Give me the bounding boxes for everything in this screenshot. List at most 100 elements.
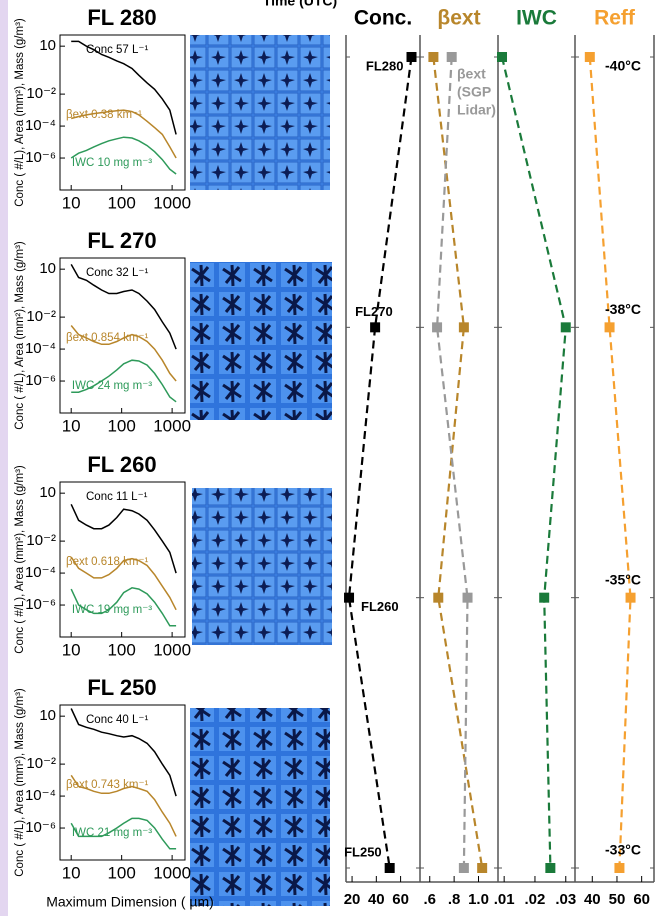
chart-title: Time (UTC) xyxy=(263,0,337,9)
y-tick-label: 10⁻⁴ xyxy=(25,787,56,804)
size-distribution xyxy=(70,708,177,797)
series-label: IWC 19 mg m⁻³ xyxy=(72,604,152,616)
size-distribution xyxy=(70,774,177,837)
panel-title: FL 250 xyxy=(87,675,156,700)
series-label: IWC 10 mg m⁻³ xyxy=(72,157,152,169)
size-distribution xyxy=(70,264,177,350)
x-tick-label: 100 xyxy=(107,863,135,882)
series-label: βext 0.743 km⁻¹ xyxy=(66,779,149,791)
x-tick-label: .8 xyxy=(448,891,461,908)
profile-marker xyxy=(604,322,615,333)
y-tick-label: 10⁻⁴ xyxy=(25,340,56,357)
profile-marker xyxy=(458,322,469,333)
series-label: IWC 24 mg m⁻³ xyxy=(72,380,152,392)
x-tick-label: 1000 xyxy=(153,863,191,882)
series-label: Lidar) xyxy=(457,102,496,118)
panel-title: FL 280 xyxy=(87,5,156,30)
mosaic xyxy=(190,35,330,190)
y-tick-label: 10 xyxy=(39,484,56,501)
y-tick-label: 10⁻⁶ xyxy=(25,819,56,836)
size-distribution xyxy=(71,359,177,403)
profile-marker xyxy=(344,592,355,603)
profile-marker xyxy=(477,863,488,873)
panel-title: FL 270 xyxy=(87,228,156,253)
plot-frame xyxy=(59,257,186,414)
profile-marker xyxy=(497,52,508,62)
size-distribution xyxy=(71,40,177,135)
y-tick-label: 10⁻⁴ xyxy=(25,117,56,134)
temperature-label: -35°C xyxy=(605,571,641,587)
profile-marker xyxy=(462,592,473,603)
x-tick-label: 1000 xyxy=(153,640,191,659)
y-tick-label: 10 xyxy=(39,707,56,724)
mosaic xyxy=(192,488,332,645)
x-tick-label: 1.0 xyxy=(468,891,489,908)
profile-marker xyxy=(539,592,550,603)
x-tick-label: 1000 xyxy=(153,193,191,212)
profile-line xyxy=(588,56,632,869)
x-tick-label: 10 xyxy=(62,416,81,435)
y-tick-label: 10 xyxy=(39,37,56,54)
x-tick-label: 100 xyxy=(107,193,135,212)
x-tick-label: 60 xyxy=(633,891,650,908)
size-distribution xyxy=(70,136,177,175)
profile-marker xyxy=(545,863,556,873)
x-axis-label: Maximum Dimension ( µm) xyxy=(46,894,214,910)
y-tick-label: 10 xyxy=(39,260,56,277)
y-tick-label: 10⁻⁴ xyxy=(25,564,56,581)
profile-line xyxy=(432,56,484,869)
x-tick-label: 40 xyxy=(584,891,601,908)
profile-marker xyxy=(560,322,571,333)
profile-line xyxy=(500,56,567,869)
particle-mosaics xyxy=(190,35,332,906)
size-distribution xyxy=(70,325,177,382)
y-axis-label: Conc ( #/L), Area (mm²), Mass (g/m³) xyxy=(14,18,26,207)
level-label: FL260 xyxy=(361,599,399,614)
profile-marker xyxy=(614,863,625,873)
plot-frame xyxy=(59,704,186,861)
x-tick-label: 60 xyxy=(392,891,409,908)
profile-marker xyxy=(625,592,636,603)
series-label: βext 0.38 km⁻¹ xyxy=(66,109,142,121)
mosaic xyxy=(190,708,330,906)
x-tick-label: 50 xyxy=(609,891,626,908)
x-tick-label: .03 xyxy=(555,891,576,908)
panel-header: Reff xyxy=(594,7,636,30)
profile-marker xyxy=(446,52,457,62)
profile-marker xyxy=(458,863,469,873)
x-tick-label: 10 xyxy=(62,863,81,882)
size-distribution xyxy=(70,817,177,850)
y-tick-label: 10⁻⁶ xyxy=(25,372,56,389)
y-tick-label: 10⁻⁶ xyxy=(25,596,56,613)
panel-header: Conc. xyxy=(354,7,412,30)
mosaic xyxy=(190,262,332,420)
side-strip xyxy=(0,0,8,916)
level-label: FL270 xyxy=(355,304,393,319)
size-distribution xyxy=(70,503,177,574)
profile-marker xyxy=(384,863,395,873)
series-label: (SGP xyxy=(457,84,491,100)
x-tick-label: 10 xyxy=(62,193,81,212)
panel-title: FL 260 xyxy=(87,452,156,477)
plot-frame xyxy=(59,481,186,638)
series-label: Conc 32 L⁻¹ xyxy=(86,267,148,279)
x-tick-label: 100 xyxy=(107,416,135,435)
profile-marker xyxy=(584,52,595,62)
profile-marker xyxy=(432,322,443,333)
series-label: βext 0.618 km⁻¹ xyxy=(66,556,149,568)
y-tick-label: 10⁻² xyxy=(26,532,56,549)
temperature-label: -40°C xyxy=(605,58,641,74)
profile-marker xyxy=(433,592,444,603)
level-label: FL280 xyxy=(366,58,404,73)
profile-marker xyxy=(428,52,439,62)
plot-frame xyxy=(59,34,186,191)
y-tick-label: 10⁻² xyxy=(26,755,56,772)
x-tick-label: 10 xyxy=(62,640,81,659)
size-distribution xyxy=(71,109,177,159)
size-distribution xyxy=(70,587,177,627)
y-tick-label: 10⁻² xyxy=(26,85,56,102)
y-axis-label: Conc ( #/L), Area (mm²), Mass (g/m³) xyxy=(14,688,26,877)
panel-header: IWC xyxy=(516,7,557,30)
panel-header: βext xyxy=(437,7,480,30)
